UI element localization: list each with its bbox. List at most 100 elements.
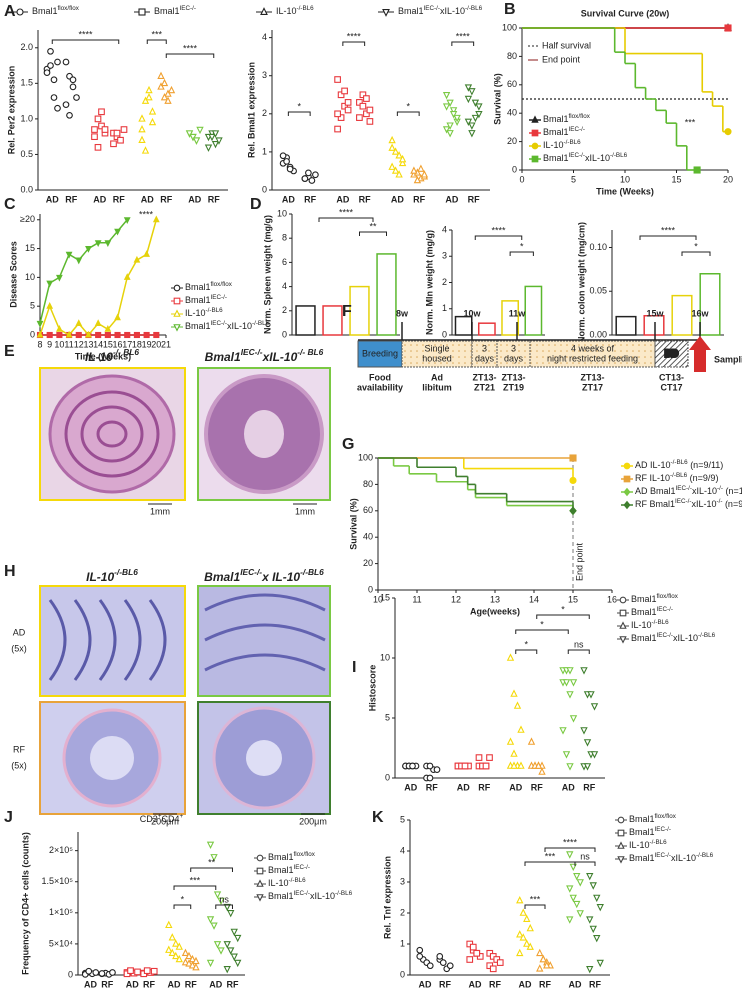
legend-label: Bmal1flox/flox (629, 813, 677, 824)
text-part: Bmal1 (185, 282, 211, 292)
significance-label: * (561, 604, 565, 614)
x-tick-label: AD (562, 782, 575, 792)
significance-bracket (524, 904, 546, 909)
text-part: -/-BL6 (289, 877, 307, 884)
text-part: -/- (717, 485, 723, 492)
marker (426, 762, 434, 770)
text-part: -/-BL6 (670, 472, 688, 479)
marker (204, 144, 213, 152)
text-part: IL-10 (276, 6, 297, 16)
x-tick-label: RF (160, 194, 172, 204)
x-tick-label: RF (583, 782, 595, 792)
x-tick-label: RF (478, 782, 490, 792)
marker (569, 894, 577, 903)
marker (398, 154, 407, 163)
bar (322, 305, 343, 336)
text-part: IEC-/- (657, 632, 673, 639)
marker (104, 240, 112, 248)
text-part: flox/flox (211, 281, 233, 288)
marker (519, 908, 527, 916)
significance-bracket (287, 111, 311, 116)
marker (513, 701, 522, 709)
text-part: -/-BL6 (652, 619, 670, 626)
marker (420, 170, 429, 178)
x-tick-label: 15 (671, 174, 681, 184)
x-tick-label: 11 (64, 339, 73, 349)
y-tick-label: 80 (363, 479, 373, 489)
phase-label: 4 weeks of (571, 343, 615, 353)
marker (517, 761, 525, 769)
y-tick-label: 15 (380, 592, 390, 602)
y-tick-label: 80 (507, 51, 517, 61)
marker (587, 691, 595, 699)
marker (523, 914, 531, 922)
marker (185, 951, 193, 960)
marker (46, 301, 54, 309)
marker (446, 962, 454, 970)
significance-label: ns (574, 639, 584, 649)
marker (590, 751, 599, 759)
y-tick-label: 0 (442, 329, 447, 339)
image-title: Bmal1IEC-/-xIL-10-/- BL6 (205, 347, 324, 364)
marker (453, 114, 461, 123)
marker (227, 947, 235, 955)
marker (185, 130, 194, 138)
marker (145, 85, 153, 94)
x-tick-label: 18 (132, 339, 142, 349)
marker (206, 841, 215, 850)
marker (223, 965, 231, 974)
significance-bracket (451, 41, 475, 46)
marker (120, 126, 128, 133)
feeding-label: ZT19 (503, 382, 524, 392)
marker (85, 246, 92, 253)
marker (141, 96, 150, 104)
x-tick-label: AD (391, 194, 404, 204)
text-part: Bmal1 (629, 853, 655, 863)
marker (433, 766, 441, 773)
feeding-label: ZT13- (580, 372, 604, 382)
x-tick-label: RF (143, 979, 155, 989)
marker (175, 954, 183, 963)
marker (446, 99, 454, 107)
bar (615, 315, 637, 336)
text-part: Bmal1 (543, 153, 569, 163)
significance-label: * (406, 101, 410, 111)
marker (468, 122, 476, 130)
marker (426, 962, 434, 970)
y-tick-label: 5×10⁴ (49, 938, 73, 948)
marker (337, 114, 345, 121)
marker (510, 749, 518, 757)
y-tick-label: 5 (400, 814, 405, 824)
marker (341, 87, 348, 95)
significance-label: **** (139, 209, 154, 219)
marker (160, 78, 169, 87)
marker (446, 130, 454, 138)
y-tick-label: 40 (507, 108, 517, 118)
marker (168, 933, 176, 941)
marker (617, 829, 625, 837)
text-part: xIL-10 (227, 321, 252, 331)
feeding-label: Food (369, 372, 391, 382)
x-tick-label: RF (65, 194, 77, 204)
marker (359, 91, 367, 99)
marker (206, 959, 215, 968)
marker (449, 107, 458, 115)
reference-label: Half survival (542, 40, 591, 50)
text-part: RF IL-10 (635, 473, 670, 483)
marker (471, 114, 480, 123)
marker (623, 500, 631, 510)
marker (586, 966, 594, 974)
panel-label: H (4, 563, 16, 580)
text-part: Bmal1 (629, 827, 655, 837)
text-part: -/- BL6 (297, 347, 323, 357)
y-tick-label: 1.5 (20, 78, 33, 88)
significance-label: ** (208, 857, 216, 867)
marker (593, 935, 601, 943)
legend-label: Bmal1flox/flox (32, 5, 80, 16)
significance-bracket (396, 111, 420, 116)
marker (36, 320, 44, 328)
marker (211, 140, 220, 149)
text-part: xIL-10 (692, 486, 717, 496)
text-part: -/-BL6 (698, 632, 716, 639)
marker (55, 274, 63, 282)
